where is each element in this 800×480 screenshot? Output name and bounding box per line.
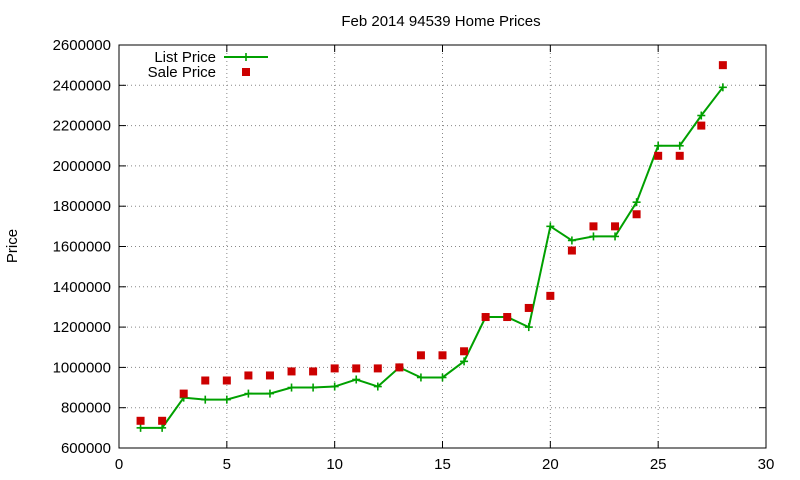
list-price-point [589,232,598,241]
sale-price-point [697,121,706,130]
axis-ticks: 0 5 10 15 20 25 30 600000 800000 1000000 1200000 14… [53,37,775,473]
sale-price-point [395,363,404,372]
list-price-point [330,382,339,391]
x-tick-label: 20 [542,456,559,473]
x-tick-label: 0 [115,456,123,473]
sale-price-point [654,151,663,160]
list-price-line [140,86,724,429]
list-price-point [309,383,318,392]
sale-price-point [287,367,296,376]
sale-price-point [481,313,490,322]
sale-price-point [438,351,447,360]
x-tick-label: 15 [434,456,451,473]
list-price-point [287,383,296,392]
list-price-point [244,389,253,398]
list-price-point [546,222,555,231]
sale-price-point [309,367,318,376]
list-price-point [567,236,576,245]
x-tick-label: 30 [758,456,775,473]
sale-price-point [546,291,555,300]
sale-price-point [611,222,620,231]
list-price-point [460,357,469,366]
y-axis-label: Price [4,229,21,263]
legend-marker-list-price [242,53,250,61]
y-tick-label: 2200000 [53,118,111,135]
series-layer [136,61,727,432]
y-tick-label: 1200000 [53,319,111,336]
sale-price-point [158,416,167,425]
list-price-point [718,83,727,92]
y-tick-label: 1400000 [53,279,111,296]
list-price-point [158,423,167,432]
sale-price-point [136,416,145,425]
legend-marker-sale-price [242,68,250,76]
legend-point-sale-price [242,68,250,76]
sale-price-point [524,303,533,312]
legend-label-list-price: List Price [154,49,216,66]
list-price-point [697,111,706,120]
legend-label-sale-price: Sale Price [148,64,216,81]
x-tick-label: 10 [326,456,343,473]
sale-price-point [201,376,210,385]
list-price-point [675,141,684,150]
sale-price-point [567,246,576,255]
plot-frame [118,44,767,449]
y-tick-label: 1000000 [53,359,111,376]
sale-price-point [718,61,727,70]
y-tick-label: 1600000 [53,239,111,256]
sale-price-point [460,347,469,356]
x-tick-label: 25 [650,456,667,473]
grid [119,45,766,448]
x-tick-label: 5 [223,456,231,473]
sale-price-point [352,364,361,373]
sale-price-point [416,351,425,360]
y-tick-label: 800000 [61,400,111,417]
list-price-point [416,373,425,382]
list-price-point [352,375,361,384]
list-price-point [136,423,145,432]
sale-price-point [632,210,641,219]
sale-price-point [373,364,382,373]
list-price-point [438,373,447,382]
y-tick-label: 1800000 [53,198,111,215]
sale-price-point [503,313,512,322]
sale-price-point [265,371,274,380]
sale-price-point [222,376,231,385]
y-tick-label: 2400000 [53,77,111,94]
legend-point-list-price [242,53,250,61]
list-price-point [373,382,382,391]
list-price-point [654,141,663,150]
y-tick-label: 600000 [61,440,111,457]
sale-price-point [244,371,253,380]
list-price-point [222,395,231,404]
sale-price-point [675,151,684,160]
sale-price-point [179,389,188,398]
legend: List Price Sale Price [148,49,268,81]
chart-title: Feb 2014 94539 Home Prices [341,13,540,30]
y-tick-label: 2600000 [53,37,111,54]
list-price-point [611,232,620,241]
list-price-point [201,395,210,404]
y-tick-label: 2000000 [53,158,111,175]
list-price-point [524,323,533,332]
sale-price-point [589,222,598,231]
sale-price-point [330,364,339,373]
list-price-point [632,198,641,207]
list-price-point [265,389,274,398]
